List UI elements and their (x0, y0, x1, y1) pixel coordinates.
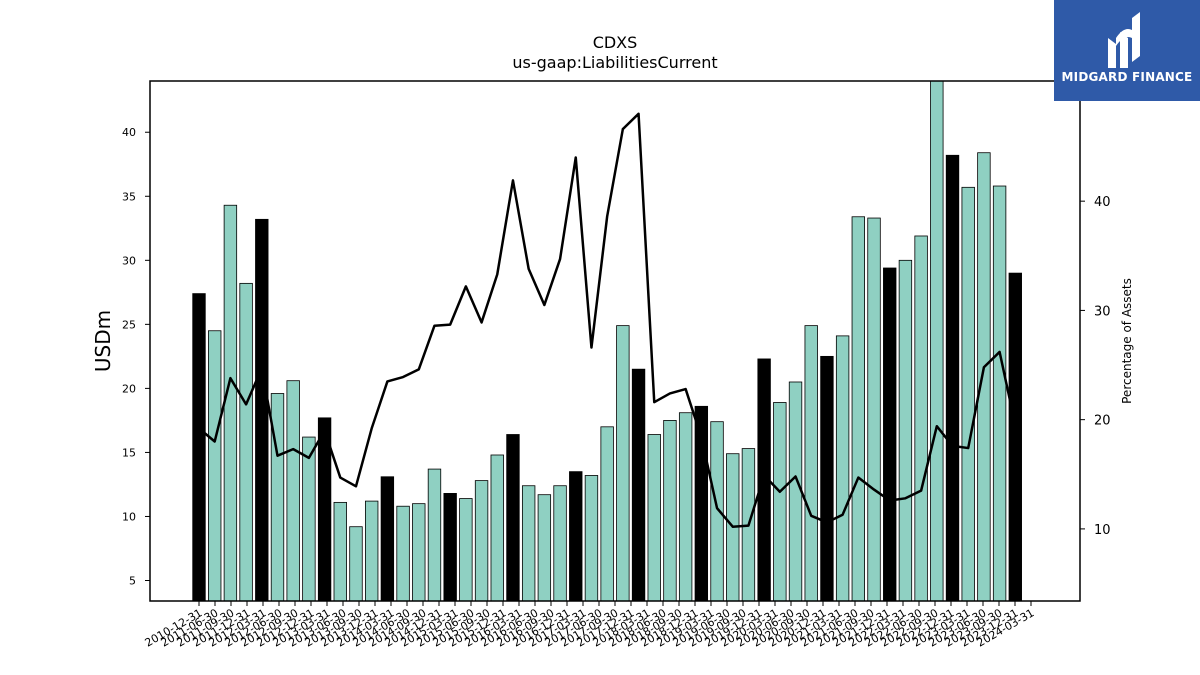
bar (678, 412, 693, 602)
bar (961, 186, 975, 602)
y-tick-label: 40 (122, 126, 136, 139)
bar (977, 152, 991, 602)
bar (474, 480, 489, 602)
bar (820, 355, 834, 602)
bar (804, 325, 818, 602)
bar (255, 218, 269, 602)
y-tick-label: 30 (122, 254, 136, 267)
bar (208, 330, 222, 602)
bar (443, 493, 457, 602)
y-tick-label: 5 (129, 575, 136, 588)
bar-layer (192, 80, 1022, 602)
bar (710, 421, 724, 602)
y-axis-left: 5 10 15 20 25 30 35 40 (122, 126, 150, 588)
bar (914, 235, 928, 602)
bar (302, 436, 316, 602)
bar (506, 434, 520, 602)
y2-tick-label: 40 (1094, 195, 1111, 210)
bar (286, 380, 300, 602)
bar (569, 471, 583, 602)
bar (867, 217, 881, 602)
bar (427, 468, 442, 602)
bar (380, 476, 395, 602)
y-tick-label: 25 (122, 318, 136, 331)
brand-name: MIDGARD FINANCE (1061, 70, 1193, 84)
bar (364, 500, 379, 602)
y-tick-label: 20 (122, 382, 136, 395)
bar (992, 185, 1007, 602)
series-line (198, 112, 1017, 528)
bar (883, 267, 897, 602)
bar (537, 494, 552, 602)
x-axis: 2010-12-312011-06-302011-09-302011-12-31… (143, 601, 1037, 650)
bar (239, 282, 253, 602)
bar (616, 325, 630, 602)
y-axis-label: USDm (91, 310, 115, 372)
bar (835, 335, 850, 602)
bar (412, 503, 426, 602)
bar (773, 402, 787, 602)
y2-axis-label: Percentage of Assets (1120, 278, 1134, 404)
bar (223, 204, 238, 602)
midgard-logo-icon (1108, 12, 1140, 68)
bar (600, 426, 614, 602)
y-tick-label: 35 (122, 190, 136, 203)
bar (584, 475, 599, 602)
bar (192, 293, 206, 602)
bar (396, 505, 410, 602)
bar (459, 498, 473, 602)
bar (333, 501, 347, 602)
y-tick-label: 10 (122, 510, 136, 523)
chart-subtitle: us-gaap:LiabilitiesCurrent (512, 53, 717, 72)
y2-tick-label: 20 (1094, 414, 1111, 429)
y-tick-label: 15 (122, 446, 136, 459)
bar (788, 381, 803, 602)
bar (521, 485, 536, 602)
bar (663, 420, 677, 602)
bar (930, 80, 944, 602)
bar (851, 216, 865, 602)
bar (1008, 272, 1022, 602)
bar (945, 154, 960, 602)
bar (631, 368, 646, 602)
y2-tick-label: 10 (1094, 523, 1111, 538)
brand-logo: MIDGARD FINANCE (1054, 0, 1200, 101)
bar (553, 485, 567, 602)
bar (647, 434, 661, 602)
y2-tick-label: 30 (1094, 304, 1111, 319)
chart-title: CDXS (593, 33, 638, 52)
bar (349, 526, 363, 602)
bar (898, 259, 913, 602)
line-layer (198, 112, 1017, 528)
bar (490, 454, 504, 602)
y-axis-right: 10 20 30 40 (1080, 195, 1111, 538)
